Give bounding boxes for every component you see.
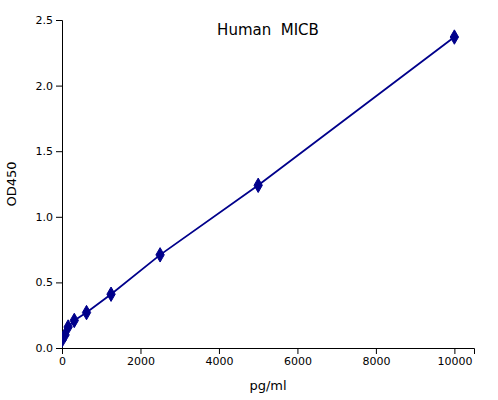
x-tick-label: 6000 [284, 355, 312, 368]
y-tick: 1.0 [36, 211, 63, 224]
x-axis: 0 2000 4000 6000 8000 10000 [59, 348, 475, 368]
marker [70, 313, 78, 327]
x-tick-mark [454, 348, 455, 354]
y-axis-title: OD450 [4, 161, 19, 206]
y-tick-mark [56, 348, 62, 349]
y-tick: 2.5 [36, 14, 63, 27]
y-axis-line [56, 21, 63, 349]
marker [107, 287, 115, 301]
x-tick-label: 8000 [362, 355, 390, 368]
x-tick-label: 10000 [437, 355, 472, 368]
x-tick-label: 2000 [127, 355, 155, 368]
y-tick: 1.5 [36, 145, 63, 158]
marker [82, 305, 90, 319]
x-axis-line [63, 349, 475, 355]
x-tick-mark [219, 348, 220, 354]
y-tick-label: 0.5 [36, 276, 54, 289]
y-tick-label: 1.0 [36, 211, 54, 224]
y-tick-mark [56, 282, 62, 283]
x-tick: 2000 [127, 348, 155, 368]
x-tick-label: 0 [59, 355, 66, 368]
y-tick-mark [56, 217, 62, 218]
x-tick: 8000 [362, 348, 390, 368]
x-tick-mark [140, 348, 141, 354]
chart: 0 2000 4000 6000 8000 10000 0.0 0.5 1.0 1.5 2.0 2.5… [0, 0, 498, 400]
y-tick-label: 1.5 [36, 145, 54, 158]
x-tick: 4000 [205, 348, 233, 368]
y-tick-mark [56, 151, 62, 152]
x-tick: 6000 [284, 348, 312, 368]
y-axis: 0.0 0.5 1.0 1.5 2.0 2.5 [36, 14, 63, 355]
y-tick-label: 2.5 [36, 14, 54, 27]
line [62, 37, 454, 340]
series [62, 30, 459, 347]
y-tick: 2.0 [36, 80, 63, 93]
x-tick-mark [376, 348, 377, 354]
y-tick-label: 0.0 [36, 342, 54, 355]
y-tick: 0.0 [36, 342, 63, 355]
x-tick: 0 [59, 348, 66, 368]
y-tick-label: 2.0 [36, 80, 54, 93]
title: Human MICB [217, 21, 319, 39]
y-tick-mark [56, 20, 62, 21]
x-tick-label: 4000 [205, 355, 233, 368]
x-tick-mark [297, 348, 298, 354]
y-tick: 0.5 [36, 276, 63, 289]
y-tick-mark [56, 86, 62, 87]
x-tick: 10000 [437, 348, 472, 368]
marker [156, 248, 164, 262]
marker [254, 178, 262, 192]
marker [450, 30, 458, 44]
x-axis-title: pg/ml [249, 378, 286, 393]
plot: 0 2000 4000 6000 8000 10000 0.0 0.5 1.0 1.5 2.0 2.5… [4, 14, 475, 393]
